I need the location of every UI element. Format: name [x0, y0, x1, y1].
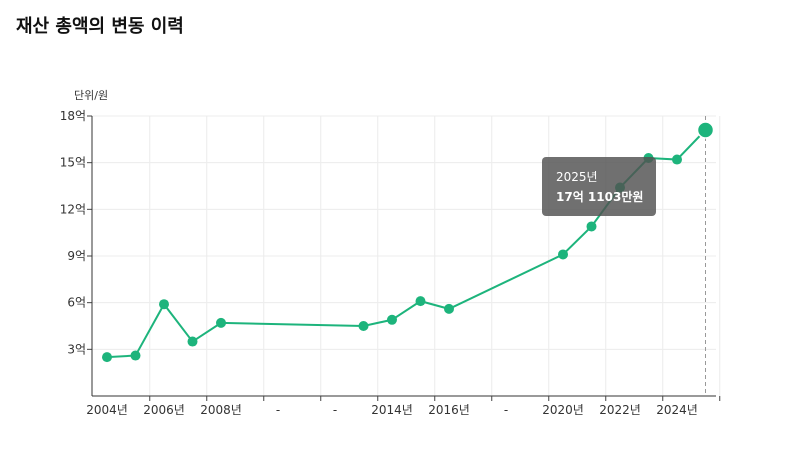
data-point-2013	[358, 321, 369, 331]
x-tick-label: 2006년	[143, 403, 185, 417]
y-tick-label: 9억	[67, 249, 86, 263]
x-tick-label: 2016년	[428, 403, 470, 417]
axes: 3억 6억 9억 12억 15억 18억 단위/원 2004년 2006년 2008년 - - 2014…	[60, 89, 721, 417]
x-tick-label: -	[276, 403, 280, 417]
page-title: 재산 총액의 변동 이력	[16, 16, 184, 37]
data-point-2007	[187, 336, 198, 347]
x-tick-label: 2020년	[542, 403, 584, 417]
x-tick-label: 2022년	[599, 403, 641, 417]
data-point-2015	[415, 296, 426, 307]
tooltip: 2025년 17억 1103만원	[542, 157, 656, 216]
x-tick-label: -	[504, 403, 508, 417]
x-tick-label: -	[333, 403, 337, 417]
y-tick-label: 6억	[67, 296, 86, 310]
data-point-2008	[216, 317, 226, 328]
data-point-2004	[102, 352, 112, 363]
x-tick-label: 2004년	[86, 403, 128, 417]
y-tick-label: 3억	[67, 342, 86, 356]
x-tick-label: 2024년	[656, 403, 698, 417]
data-points	[102, 121, 715, 363]
data-point-2014	[387, 314, 397, 325]
tooltip-year: 2025년	[556, 170, 598, 184]
unit-label: 단위/원	[74, 89, 108, 102]
y-tick-label: 12억	[60, 202, 86, 216]
tooltip-value: 17억 1103만원	[556, 190, 644, 204]
data-point-2021	[586, 221, 597, 232]
y-tick-label: 18억	[60, 109, 86, 123]
data-point-2005	[130, 350, 141, 361]
data-point-2006	[159, 299, 169, 310]
data-point-2024	[672, 154, 682, 165]
data-point-2020	[558, 249, 568, 260]
data-point-2025	[696, 121, 715, 139]
x-tick-label: 2014년	[371, 403, 413, 417]
data-point-2016	[444, 303, 454, 314]
y-tick-label: 15억	[60, 156, 86, 170]
x-tick-label: 2008년	[200, 403, 242, 417]
